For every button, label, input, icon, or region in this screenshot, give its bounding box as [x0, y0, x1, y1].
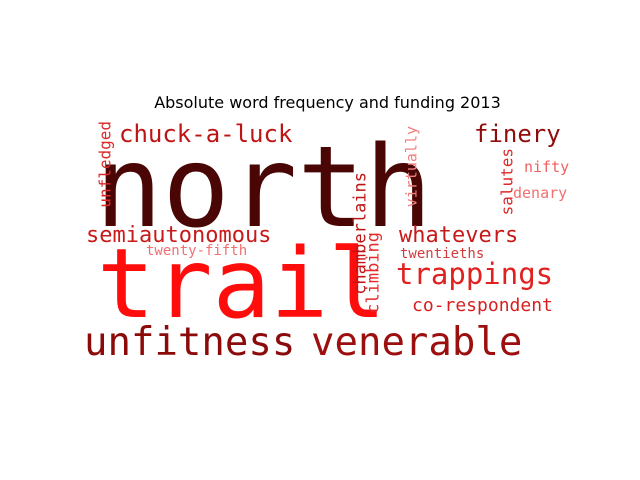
word-whatevers: whatevers	[399, 223, 518, 248]
word-unfitness: unfitness	[84, 320, 295, 365]
word-co-respondent: co-respondent	[412, 295, 553, 316]
word-north: north	[95, 123, 432, 253]
word-finery: finery	[474, 120, 561, 148]
word-semiautonomous: semiautonomous	[86, 223, 271, 248]
word-salutes: salutes	[497, 148, 516, 215]
word-trail: trail	[97, 228, 386, 340]
chart-title: Absolute word frequency and funding 2013	[154, 93, 501, 112]
word-virtually: virtually	[403, 126, 421, 207]
word-denary: denary	[513, 184, 567, 202]
word-nifty: nifty	[524, 158, 569, 176]
word-unfledged: unfledged	[95, 121, 114, 208]
word-climbing: climbing	[363, 232, 383, 314]
word-twenty-fifth: twenty-fifth	[146, 243, 247, 259]
word-chuck-a-luck: chuck-a-luck	[119, 120, 293, 148]
word-twentieths: twentieths	[400, 246, 484, 262]
word-venerable: venerable	[311, 320, 522, 365]
word-chamberlains: chamberlains	[350, 172, 370, 295]
word-trappings: trappings	[396, 257, 553, 291]
